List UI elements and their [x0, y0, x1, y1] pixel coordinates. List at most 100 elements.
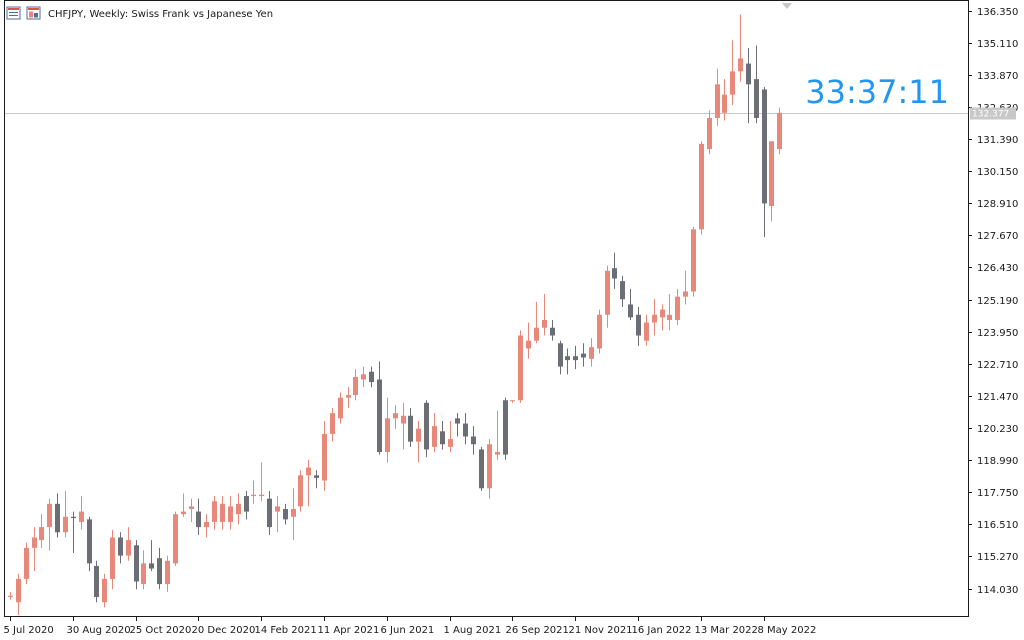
candle-bear — [87, 519, 92, 564]
candle-bull — [361, 374, 366, 380]
candle-bull — [189, 506, 194, 509]
candle-bull — [24, 547, 29, 579]
candle-bear — [196, 511, 201, 528]
candle-bull — [777, 112, 782, 150]
candle-bear — [503, 400, 508, 455]
candle-bull — [353, 376, 358, 396]
candle-bull — [102, 578, 107, 603]
candle-bull — [173, 514, 178, 564]
candle-bull — [322, 433, 327, 481]
time-tick-label: 20 Dec 2020 — [192, 625, 256, 636]
candle-bull — [330, 413, 335, 434]
candle-bull — [510, 400, 515, 402]
candle-bear — [424, 402, 429, 450]
candle-bear — [550, 327, 555, 336]
candle-bear — [408, 415, 413, 442]
candle-bull — [722, 94, 727, 113]
price-tick-label: 136.350 — [977, 7, 1018, 18]
candle-bull — [126, 540, 131, 556]
time-tick-label: 1 Aug 2021 — [444, 625, 502, 636]
price-tick-label: 130.150 — [977, 167, 1018, 178]
price-tick-label: 118.990 — [977, 456, 1018, 467]
time-tick-label: 25 Oct 2020 — [130, 625, 192, 636]
candle-bull — [63, 516, 68, 533]
last-price-tag: 132.377 — [970, 107, 1016, 120]
price-tick-label: 135.110 — [977, 39, 1018, 50]
candle-bull — [738, 58, 743, 72]
candle-bull — [291, 508, 296, 517]
candle-bull — [769, 141, 774, 207]
candle-bull — [236, 503, 241, 515]
candle-bear — [620, 281, 625, 300]
time-tick-label: 5 Jul 2020 — [4, 625, 54, 636]
candle-bear — [581, 353, 586, 358]
time-tick-label: 21 Nov 2021 — [569, 625, 633, 636]
candle-bull — [220, 503, 225, 522]
candle-bull — [644, 322, 649, 341]
candle-bull — [275, 506, 280, 512]
candle-bull — [715, 84, 720, 118]
candle-bull — [416, 428, 421, 442]
price-tick-label: 114.030 — [977, 585, 1018, 596]
candle-bear — [455, 418, 460, 424]
chart-shift-marker[interactable] — [782, 3, 792, 9]
chart-title: CHFJPY, Weekly: Swiss Frank vs Japanese … — [48, 9, 273, 20]
candle-bear — [565, 356, 570, 361]
candle-bull — [495, 452, 500, 455]
chart-grid-icon[interactable] — [26, 6, 41, 20]
candle-bull — [212, 501, 217, 522]
candle-bull — [542, 319, 547, 328]
candle-bull — [251, 494, 256, 497]
price-tick-label: 117.750 — [977, 488, 1018, 499]
price-axis[interactable]: 136.350135.110133.870132.630131.390130.1… — [968, 7, 1018, 596]
time-tick-label: 11 Apr 2021 — [318, 625, 380, 636]
candle-bear — [558, 343, 563, 367]
candle-bear — [55, 503, 60, 533]
candle-bull — [699, 143, 704, 230]
candle-bull — [401, 415, 406, 424]
candle-bull — [306, 467, 311, 476]
chart-list-icon[interactable] — [6, 6, 21, 20]
candle-bull — [526, 340, 531, 349]
candle-bull — [39, 527, 44, 541]
candle-bull — [667, 314, 672, 320]
candle-bear — [369, 371, 374, 383]
candle-bull — [652, 314, 657, 323]
candle-bull — [597, 314, 602, 349]
candle-bear — [754, 79, 759, 118]
candle-bull — [432, 426, 437, 447]
candle-bull — [110, 537, 115, 579]
candle-bull — [660, 309, 665, 318]
candle-bull — [589, 347, 594, 359]
candle-bull — [228, 506, 233, 522]
candle-bear — [244, 496, 249, 512]
candle-bear — [628, 304, 633, 318]
candle-bear — [636, 314, 641, 336]
candle-bear — [463, 423, 468, 437]
candle-bear — [479, 449, 484, 489]
candle-bear — [762, 89, 767, 204]
time-tick-label: 8 May 2022 — [758, 625, 817, 636]
candle-bull — [707, 117, 712, 150]
candle-bull — [259, 494, 264, 497]
candle-bull — [79, 511, 84, 522]
candle-bull — [448, 439, 453, 447]
time-tick-label: 26 Sep 2021 — [506, 625, 569, 636]
candle-bear — [149, 563, 154, 569]
candle-bull — [16, 578, 21, 603]
candle-bull — [165, 560, 170, 585]
candle-bear — [573, 356, 578, 361]
candle-bull — [204, 521, 209, 528]
candle-bull — [691, 229, 696, 292]
candle-bear — [746, 63, 751, 85]
candle-bull — [534, 327, 539, 341]
bar-countdown-timer: 33:37:11 — [805, 73, 949, 111]
candle-bear — [471, 436, 476, 445]
time-tick-label: 16 Jan 2022 — [632, 625, 692, 636]
price-tick-label: 131.390 — [977, 135, 1018, 146]
time-tick-label: 13 Mar 2022 — [695, 625, 758, 636]
price-tick-label: 133.870 — [977, 71, 1018, 82]
candle-bear — [94, 565, 99, 598]
